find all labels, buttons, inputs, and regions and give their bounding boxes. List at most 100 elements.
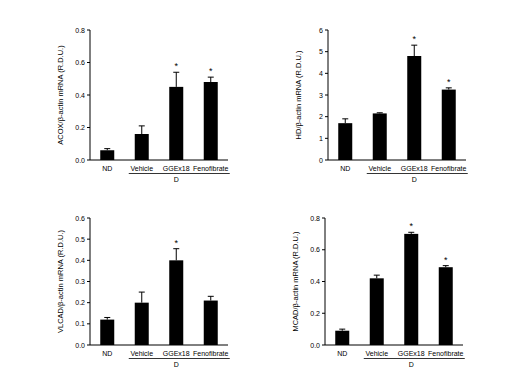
error-bar — [104, 317, 110, 319]
y-tick-label: 0.6 — [310, 246, 320, 253]
figure: 0.0 0.2 0.4 0.6 0.8 ACOX/β-actin mRNA (R.D.U.… — [0, 0, 528, 378]
bar — [439, 267, 453, 345]
group-underline — [129, 173, 230, 174]
y-tick-label: 0.2 — [75, 124, 85, 131]
significance-mark: * — [447, 77, 451, 87]
bars — [335, 232, 453, 345]
panel: 0.0 0.2 0.4 0.6 0.8 MCAD/β-actin mRNA (R.D.U.… — [291, 215, 465, 369]
y-tick-label: 0.4 — [75, 92, 85, 99]
error-bar — [173, 249, 179, 261]
y-tick-label: 0.1 — [75, 320, 85, 327]
x-tick-label: ND — [340, 165, 350, 172]
error-bar — [139, 292, 145, 303]
y-tick-label: 0.4 — [310, 278, 320, 285]
error-bar — [377, 112, 383, 114]
error-bar — [208, 296, 214, 300]
x-tick-label: GGEx18 — [163, 350, 190, 357]
x-tick-label: Vehicle — [368, 165, 391, 172]
bars — [338, 45, 456, 160]
x-axis — [328, 160, 466, 161]
y-axis — [90, 30, 91, 160]
x-axis — [325, 345, 463, 346]
error-bar — [139, 126, 145, 134]
error-bar — [339, 329, 345, 331]
y-tick-label: 0.6 — [75, 59, 85, 66]
group-label: D — [174, 176, 179, 183]
y-tick-label: 2 — [319, 113, 323, 120]
panel: 0 1 2 3 4 5 6 HD/β-actin mRNA (R.D.U.) * * ND Vehic… — [294, 27, 468, 184]
error-bar — [443, 266, 449, 268]
bar — [100, 320, 114, 345]
group-underline — [364, 358, 465, 359]
error-bar — [208, 77, 214, 82]
y-tick-label: 0 — [319, 157, 323, 164]
bar — [442, 90, 456, 160]
y-axis — [325, 218, 326, 345]
bar — [338, 123, 352, 160]
x-tick-label: Fenofibrate — [428, 350, 464, 357]
y-axis — [90, 218, 91, 345]
error-bar — [446, 88, 452, 90]
error-bar — [411, 45, 417, 56]
x-axis — [90, 160, 228, 161]
y-tick-label: 0.4 — [75, 257, 85, 264]
bar — [135, 303, 149, 345]
y-axis-label: ACOX/β-actin mRNA (R.D.U.) — [56, 45, 65, 145]
y-tick-label: 0.3 — [75, 278, 85, 285]
significance-mark: * — [209, 66, 213, 76]
bars — [100, 72, 218, 160]
x-tick-label: Fenofibrate — [193, 350, 229, 357]
group-underline — [129, 358, 230, 359]
x-tick-label: GGEx18 — [163, 165, 190, 172]
y-tick-label: 0.0 — [310, 342, 320, 349]
bar — [204, 82, 218, 160]
panel: 0.0 0.2 0.4 0.6 0.8 ACOX/β-actin mRNA (R.D.U.… — [56, 27, 230, 184]
significance-mark: * — [174, 61, 178, 71]
group-label: D — [174, 361, 179, 368]
y-tick-label: 0.5 — [75, 236, 85, 243]
x-tick-label: Vehicle — [365, 350, 388, 357]
bar — [335, 331, 349, 345]
significance-mark: * — [412, 34, 416, 44]
y-tick-label: 4 — [319, 70, 323, 77]
x-axis — [90, 345, 228, 346]
bar — [373, 113, 387, 160]
y-tick-label: 0.0 — [75, 157, 85, 164]
y-tick-label: 5 — [319, 48, 323, 55]
x-tick-label: Vehicle — [130, 350, 153, 357]
bar — [404, 234, 418, 345]
bar — [135, 134, 149, 160]
y-axis-label: VLCAD/β-actin mRNA (R.D.U.) — [56, 229, 65, 333]
y-tick-label: 0.8 — [310, 215, 320, 222]
x-tick-label: Fenofibrate — [431, 165, 467, 172]
group-label: D — [409, 361, 414, 368]
y-tick-label: 6 — [319, 27, 323, 34]
y-tick-label: 0.6 — [75, 215, 85, 222]
error-bar — [374, 275, 380, 278]
x-tick-label: ND — [337, 350, 347, 357]
group-underline — [367, 173, 468, 174]
y-tick-label: 0.2 — [310, 310, 320, 317]
bar — [407, 56, 421, 160]
y-axis-label: MCAD/β-actin mRNA (R.D.U.) — [291, 231, 300, 332]
x-tick-label: ND — [102, 165, 112, 172]
bar — [100, 150, 114, 160]
y-tick-label: 3 — [319, 92, 323, 99]
y-tick-label: 1 — [319, 135, 323, 142]
y-axis — [328, 30, 329, 160]
y-axis-label: HD/β-actin mRNA (R.D.U.) — [294, 50, 303, 139]
x-tick-label: Vehicle — [130, 165, 153, 172]
significance-mark: * — [409, 221, 413, 231]
x-tick-label: Fenofibrate — [193, 165, 229, 172]
bar — [169, 260, 183, 345]
bars — [100, 249, 218, 345]
bar — [169, 87, 183, 160]
bar — [204, 301, 218, 345]
y-tick-label: 0.0 — [75, 342, 85, 349]
error-bar — [408, 232, 414, 234]
x-tick-label: ND — [102, 350, 112, 357]
group-label: D — [412, 176, 417, 183]
x-tick-label: GGEx18 — [398, 350, 425, 357]
panel: 0.00.10.20.30.40.50.6VLCAD/β-actin mRNA … — [56, 215, 230, 369]
y-tick-label: 0.8 — [75, 27, 85, 34]
